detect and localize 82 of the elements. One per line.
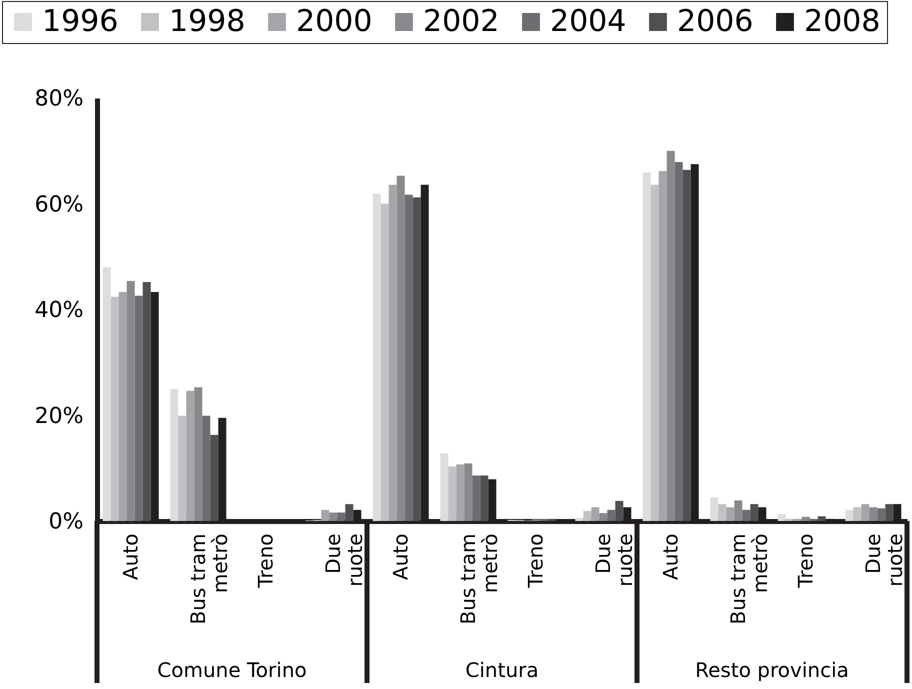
bar	[607, 510, 616, 521]
x-tick-label: Treno	[523, 534, 548, 589]
bar	[388, 184, 397, 521]
bar	[321, 510, 330, 521]
bar	[658, 170, 667, 521]
bar	[372, 194, 381, 521]
bar	[734, 500, 742, 521]
x-tick-label: Bus tram metrò	[186, 534, 232, 624]
bar	[869, 507, 878, 521]
bar	[861, 504, 870, 521]
text: Resto provincia	[695, 658, 849, 682]
bar	[404, 194, 413, 521]
bar	[802, 516, 810, 521]
bar	[583, 510, 592, 521]
bar	[464, 463, 472, 521]
bar	[170, 388, 178, 521]
bar	[178, 416, 186, 521]
x-tick-label: Bus tram metrò	[456, 534, 502, 624]
bar	[750, 504, 758, 521]
x-tick-label: Due ruote	[860, 534, 907, 587]
bar	[885, 504, 894, 521]
bar	[666, 150, 675, 521]
text: Cintura	[465, 658, 539, 682]
y-tick-label: 0%	[48, 510, 84, 534]
legend-label: 2008	[804, 4, 880, 39]
bar	[210, 434, 218, 521]
bar	[718, 504, 726, 521]
legend-label: 2004	[550, 4, 626, 39]
legend-label: 1996	[42, 4, 118, 39]
bar	[456, 464, 464, 521]
bar	[682, 170, 691, 521]
legend-label: 2000	[296, 4, 372, 39]
bar	[818, 516, 826, 521]
bar	[877, 508, 886, 521]
bar	[599, 513, 608, 521]
bar	[642, 172, 651, 521]
x-tick-label: Auto	[388, 534, 412, 580]
bar	[845, 510, 854, 521]
bar	[134, 296, 143, 521]
legend-label: 2002	[423, 4, 500, 39]
bar	[778, 514, 786, 521]
bar	[142, 282, 151, 521]
x-tick-label: Due ruote	[320, 534, 367, 587]
bar	[412, 197, 421, 521]
y-tick-label: 40%	[34, 298, 84, 323]
bar	[472, 476, 480, 521]
x-tick-label: Bus tram metrò	[726, 534, 772, 624]
bar	[742, 510, 750, 521]
bar	[202, 416, 210, 521]
bar	[674, 162, 683, 521]
bar	[118, 292, 127, 521]
bar	[110, 296, 119, 521]
bar	[480, 476, 488, 521]
bar	[345, 504, 354, 521]
x-tick-label: Due ruote	[590, 534, 637, 587]
bar	[650, 184, 659, 521]
bar	[575, 518, 584, 521]
bar	[853, 507, 862, 521]
x-tick-label: Treno	[793, 534, 818, 589]
bar	[591, 507, 600, 521]
bar	[710, 497, 718, 521]
bar	[337, 512, 346, 521]
y-tick-label: 80%	[34, 86, 84, 112]
y-tick-label: 20%	[34, 404, 84, 429]
bar	[194, 387, 202, 521]
bar	[329, 512, 338, 521]
bar	[126, 280, 135, 521]
bar	[448, 466, 456, 521]
bar	[726, 507, 734, 521]
bar	[615, 500, 624, 521]
bar	[380, 204, 389, 521]
bar	[186, 390, 194, 521]
y-tick-label: 60%	[34, 192, 84, 218]
x-tick-label: Treno	[253, 534, 278, 589]
bar	[440, 453, 448, 521]
bar	[396, 176, 405, 521]
bar	[102, 267, 111, 521]
x-tick-label: Auto	[658, 534, 682, 580]
text: Comune Torino	[157, 658, 307, 682]
legend-label: 2006	[677, 4, 754, 39]
x-tick-label: Auto	[118, 534, 142, 580]
legend-label: 1998	[169, 4, 246, 39]
